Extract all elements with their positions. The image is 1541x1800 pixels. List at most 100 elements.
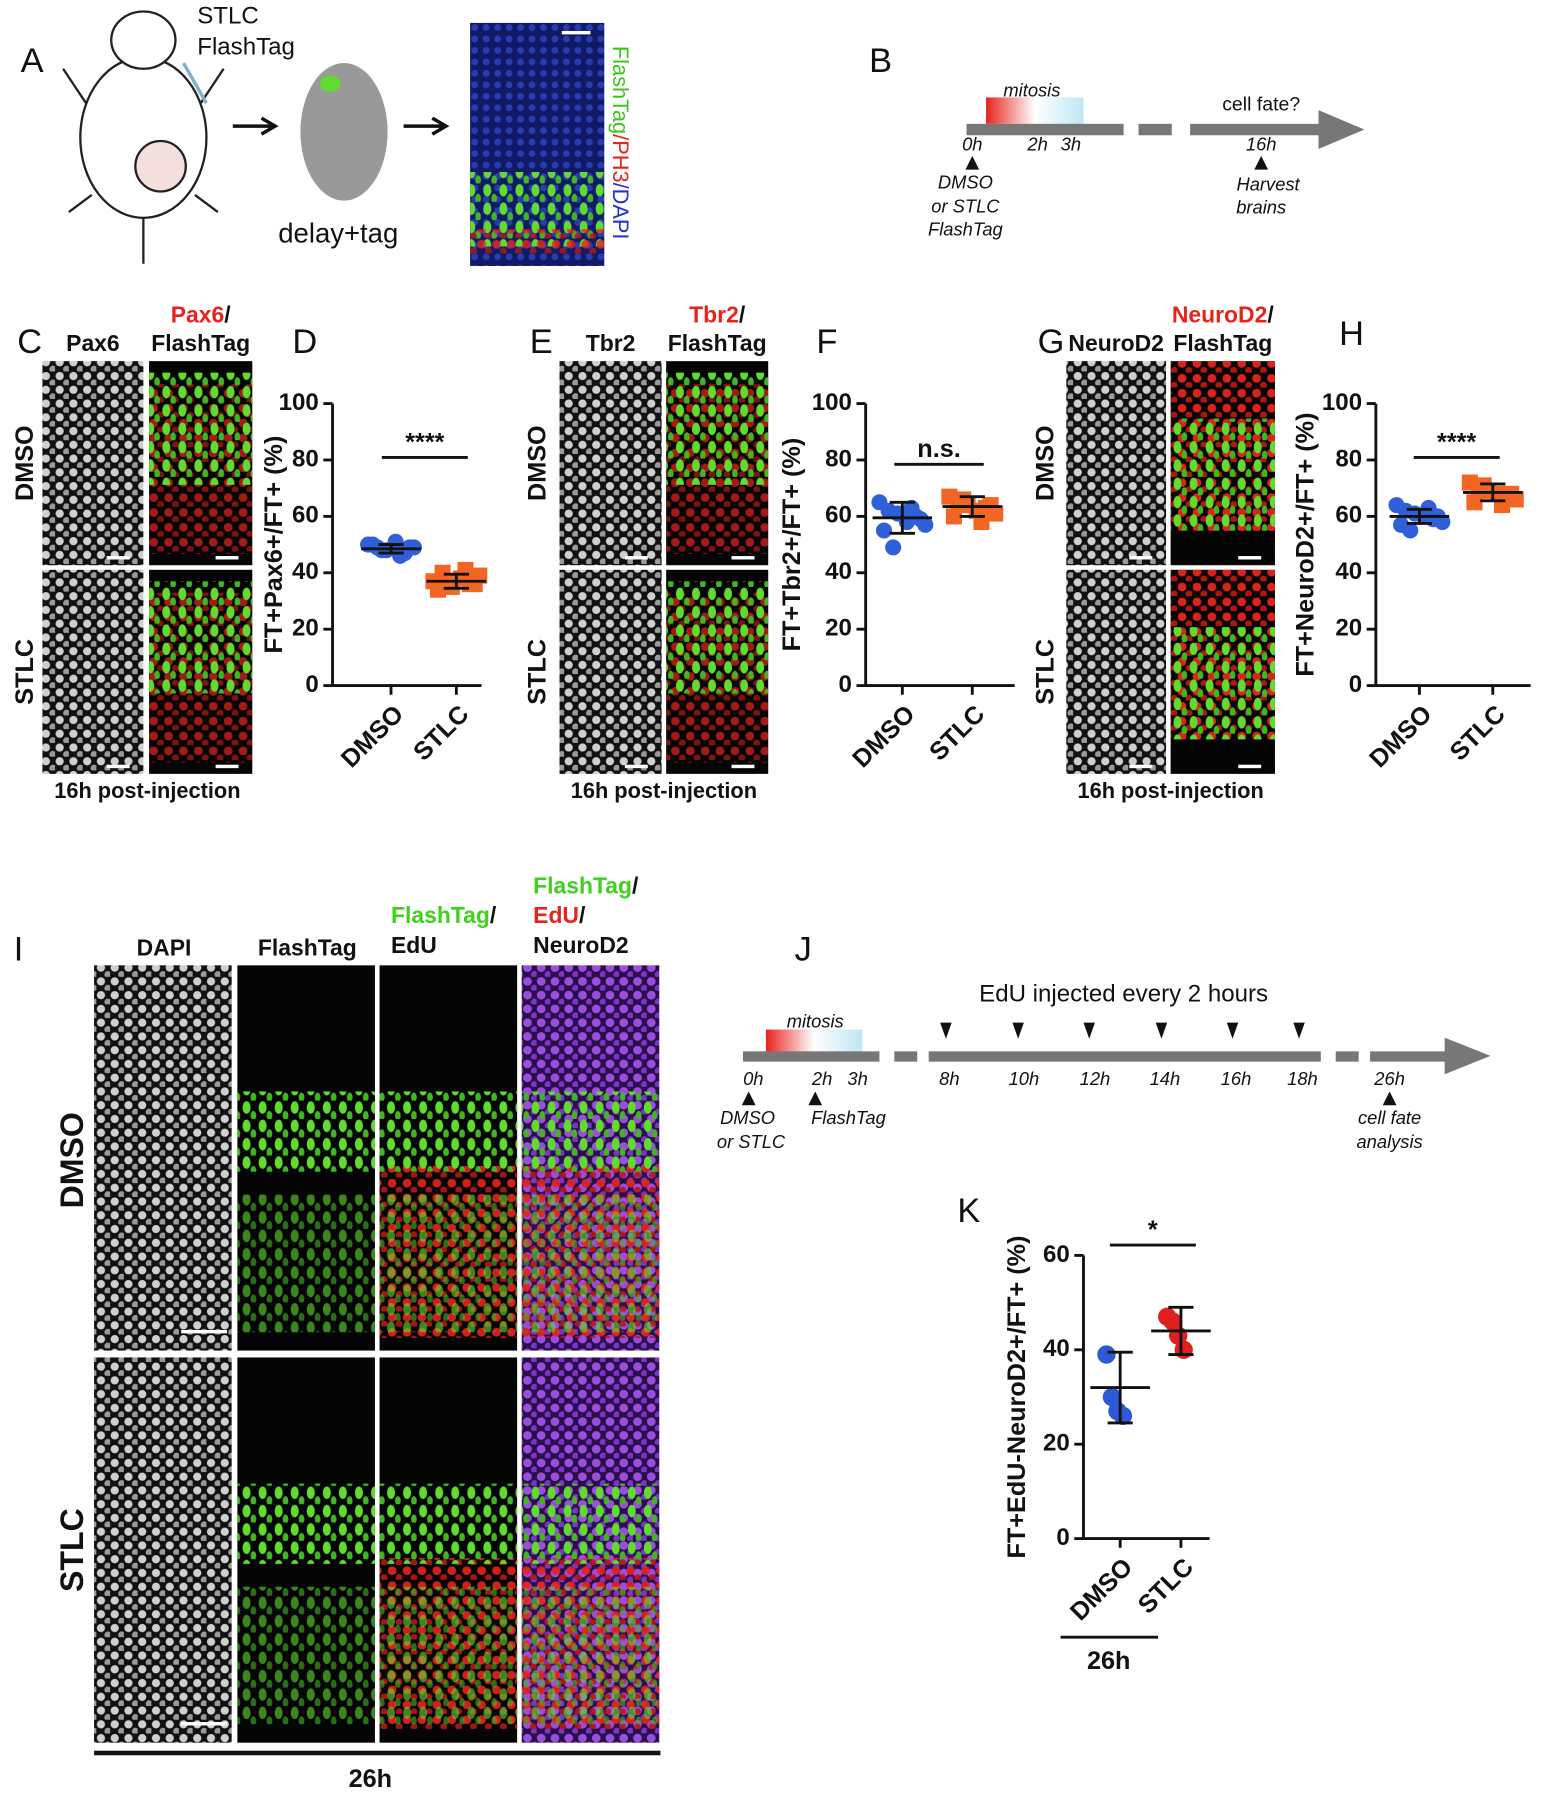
stain: /PH3: [608, 134, 633, 182]
arrow: [403, 116, 450, 136]
y-tick-label: 80: [825, 445, 852, 472]
row-label: DMSO: [54, 1112, 90, 1208]
caption: 16h post-injection: [1078, 778, 1264, 803]
panel-label: B: [869, 42, 892, 80]
treatment: or STLC: [931, 195, 1000, 216]
micrograph-overlay: [666, 372, 769, 485]
row-label: DMSO: [524, 425, 552, 501]
significance-label: *: [1148, 1216, 1158, 1244]
y-tick-label: 40: [1043, 1335, 1070, 1362]
panel-label: F: [816, 323, 837, 361]
micrograph-overlay: [470, 229, 605, 255]
timeline-labels: 0h 2h 3h 8h 10h 12h 14h 16h 18h 26h: [741, 1022, 1405, 1106]
time-label: 18h: [1287, 1068, 1318, 1089]
micrograph: [42, 361, 144, 566]
micrograph-overlay: [1170, 418, 1275, 531]
y-tick-label: 40: [825, 558, 852, 585]
syringe: [182, 62, 208, 105]
timeline: [1138, 123, 1172, 136]
harvest: brains: [1236, 197, 1286, 218]
data-point: [973, 513, 990, 531]
injection-marker: [1226, 1022, 1239, 1039]
mitosis-window: [986, 97, 1084, 124]
y-tick-label: 60: [825, 502, 852, 529]
channel-label: FlashTag/: [533, 872, 639, 898]
y-tick-label: 40: [1335, 558, 1362, 585]
y-tick-label: 80: [292, 445, 319, 472]
data-point: [945, 508, 962, 525]
significance-label: ****: [405, 428, 444, 456]
y-tick-label: 80: [1335, 445, 1362, 472]
row-label: DMSO: [1031, 425, 1059, 501]
micrograph-overlay: [237, 1483, 375, 1564]
micrograph-overlay: [237, 1194, 375, 1333]
scale-bar: [106, 556, 130, 560]
time-label: 16h: [1246, 133, 1277, 154]
y-tick-label: 60: [1335, 502, 1362, 529]
micrograph-overlay: [521, 1091, 660, 1172]
data-point: [1174, 1340, 1193, 1359]
x-tick-label: STLC: [408, 700, 474, 766]
channel: EdU: [533, 902, 579, 928]
micrograph-overlay: [149, 581, 253, 694]
y-axis-label: FT+NeuroD2+/FT+ (%): [1292, 413, 1320, 677]
mouse-drawing: [62, 10, 225, 264]
stain: FlashTag: [608, 46, 633, 134]
x-tick-label: STLC: [1133, 1553, 1199, 1619]
channel-label: Pax6: [66, 330, 120, 356]
row-label: STLC: [11, 639, 39, 705]
stain: /DAPI: [608, 183, 633, 240]
panel-label: E: [530, 323, 553, 361]
scale-bar: [731, 764, 755, 769]
y-tick-label: 100: [1322, 389, 1362, 416]
caption: delay+tag: [278, 217, 398, 248]
y-tick-label: 20: [292, 615, 319, 642]
data-point: [1097, 1345, 1116, 1364]
scale-bar: [1238, 556, 1262, 560]
micrograph-overlay: [521, 1194, 660, 1333]
channel-label: EdU/: [533, 902, 586, 928]
mouse-body: [79, 56, 208, 219]
timeline: [894, 1051, 918, 1062]
channel-label: DAPI: [137, 934, 192, 960]
data-point: [875, 522, 893, 539]
y-tick-label: 100: [279, 389, 319, 416]
micrograph: [42, 569, 144, 774]
time-label: 0h: [743, 1068, 763, 1089]
y-tick-label: 60: [1043, 1241, 1070, 1268]
channel-label: Tbr2/: [689, 301, 746, 327]
y-tick-label: 20: [1335, 615, 1362, 642]
time-label: 2h: [1026, 133, 1047, 154]
treatment: DMSO: [720, 1107, 775, 1128]
data-point: [1466, 494, 1483, 511]
y-axis-label: FT+Pax6+/FT+ (%): [260, 436, 288, 654]
micrograph: [94, 1357, 232, 1743]
y-tick-label: 0: [1056, 1524, 1069, 1551]
injection-label: STLC: [197, 3, 259, 30]
scale-bar: [731, 556, 755, 560]
micrograph-overlay: [379, 1091, 518, 1172]
time-label: 0h: [962, 133, 982, 154]
scale-bar: [1129, 556, 1153, 560]
y-tick-label: 40: [292, 558, 319, 585]
separator: /: [490, 902, 497, 928]
channel-label: FlashTag: [668, 330, 767, 356]
panel-label: D: [292, 323, 317, 361]
caption: 16h post-injection: [571, 778, 757, 803]
micrograph-overlay: [237, 1091, 375, 1172]
scale-bar: [106, 764, 130, 769]
channel-label: NeuroD2: [533, 932, 628, 958]
y-axis-label: FT+Tbr2+/FT+ (%): [778, 438, 806, 652]
micrograph-overlay: [379, 1194, 518, 1333]
event-marker: [965, 155, 980, 170]
channel-label: Pax6/: [171, 301, 231, 327]
data-point: [1113, 1406, 1133, 1426]
event-marker: [808, 1091, 823, 1106]
channel-label: FlashTag: [1173, 330, 1272, 356]
data-point: [466, 576, 483, 593]
separator: /: [579, 902, 586, 928]
mouse-limbs: [62, 68, 225, 264]
micrograph-overlay: [521, 1586, 660, 1725]
protocol-title: EdU injected every 2 hours: [979, 981, 1268, 1008]
